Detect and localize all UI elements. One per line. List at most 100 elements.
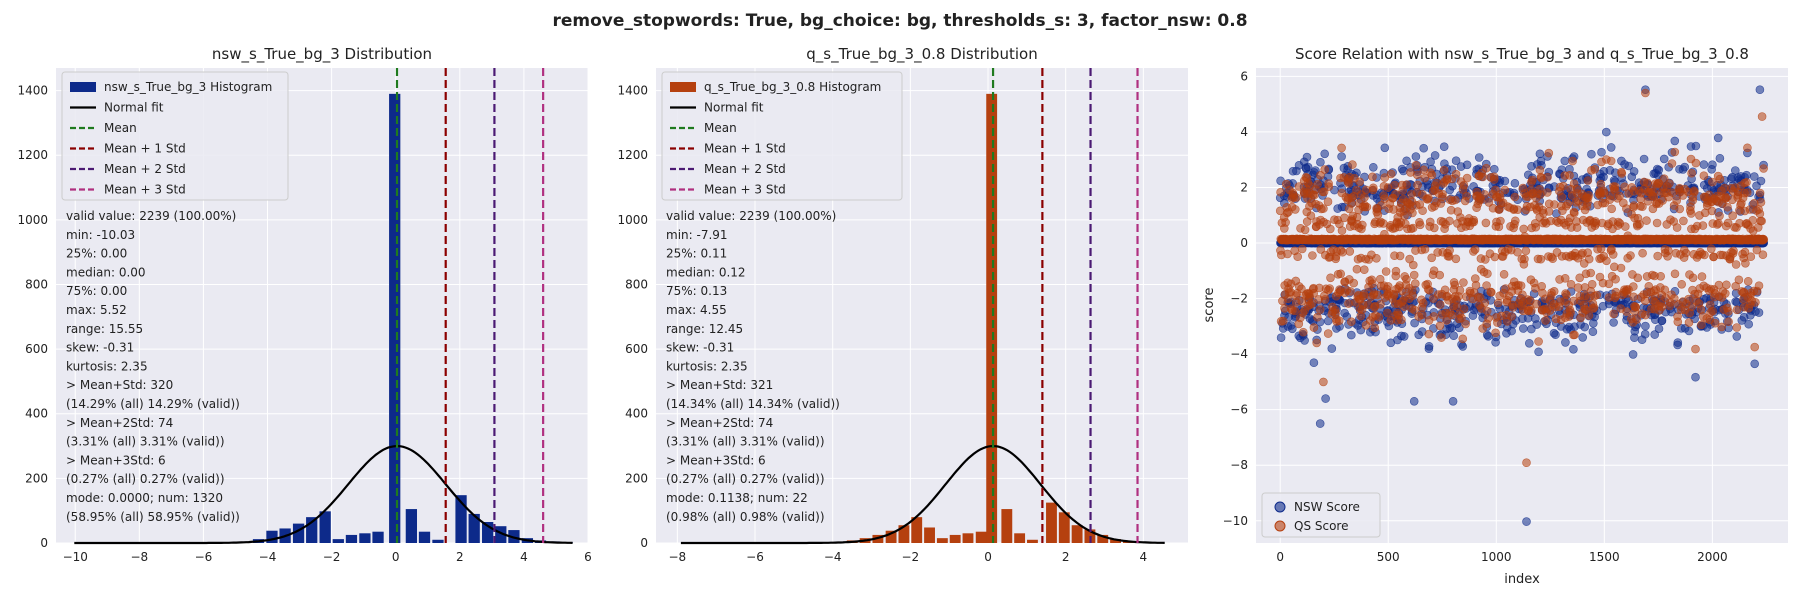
qs-score-point (1458, 334, 1468, 344)
legend-swatch (70, 82, 96, 92)
qs-score-point (1348, 160, 1357, 169)
legend-box (61, 71, 289, 201)
qs-score-point (1358, 220, 1367, 230)
qs-score-point (1345, 247, 1355, 256)
x-tick-label: −4 (824, 550, 842, 564)
qs-score-point (1415, 220, 1425, 230)
nsw-score-point (1551, 330, 1560, 340)
qs-score-point (1510, 192, 1520, 202)
qs-score-point (1424, 329, 1434, 339)
qs-score-point (1621, 222, 1630, 231)
histogram-bar (389, 93, 401, 543)
qs-score-point (1338, 247, 1347, 257)
qs-score-point (1325, 284, 1334, 293)
histogram-bar (319, 511, 331, 543)
qs-score-point (1724, 317, 1733, 327)
nsw-score-point (1534, 347, 1543, 357)
qs-score-point (1459, 278, 1468, 287)
legend-label: Mean + 1 Std (704, 142, 786, 156)
qs-score-point (1408, 208, 1417, 218)
histogram-bar (306, 517, 318, 543)
qs-score-point (1656, 271, 1665, 281)
qs-score-point (1374, 312, 1383, 322)
qs-score-point (1562, 290, 1571, 300)
qs-score-point (1313, 179, 1322, 189)
qs-score-point (1724, 306, 1733, 316)
y-tick-label: 6 (1240, 69, 1248, 83)
qs-score-point (1429, 312, 1439, 321)
qs-score-point (1420, 244, 1430, 254)
qs-score-point (1755, 209, 1765, 218)
histogram-bar (962, 533, 974, 543)
qs-score-point (1543, 188, 1552, 197)
nsw-score-point (1561, 338, 1570, 347)
qs-score-point (1707, 244, 1716, 254)
x-tick-label: 2 (456, 550, 464, 564)
qs-score-point (1729, 246, 1738, 256)
histogram-bar (455, 495, 467, 543)
histogram-bar (418, 531, 431, 543)
chart-title-scatter: Score Relation with nsw_s_True_bg_3 and … (1295, 45, 1749, 64)
nsw-score-point (1587, 149, 1596, 159)
x-tick-label: −2 (901, 550, 919, 564)
qs-score-point (1742, 178, 1751, 187)
stats-line: (0.98% (all) 0.98% (valid)) (666, 510, 825, 524)
histogram-bar (936, 538, 948, 543)
nsw-score-point (1347, 330, 1356, 340)
histogram-bar (1110, 539, 1121, 543)
y-tick-label: −2 (1230, 292, 1248, 306)
qs-score-point (1319, 377, 1328, 387)
stats-line: (0.27% (all) 0.27% (valid)) (666, 472, 825, 486)
histogram-panel-nsw: −10 −8 −6 −4 −2 0 2 4 60200400600800100012001400… (17, 45, 591, 564)
qs-score-point (1732, 323, 1742, 332)
qs-score-point (1300, 225, 1310, 235)
nsw-score-point (1597, 147, 1606, 157)
qs-score-point (1715, 174, 1725, 184)
qs-score-point (1759, 164, 1768, 173)
nsw-score-point (1399, 166, 1408, 176)
qs-score-point (1424, 193, 1433, 203)
qs-score-point (1633, 273, 1643, 283)
histogram-bar (345, 534, 358, 543)
qs-score-point (1722, 280, 1731, 290)
nsw-score-point (1320, 149, 1329, 159)
y-tick-label: 800 (25, 277, 48, 291)
qs-score-point (1698, 221, 1708, 230)
qs-score-point (1757, 112, 1767, 121)
qs-score-point (1362, 202, 1372, 212)
qs-score-point (1748, 216, 1758, 225)
qs-score-point (1626, 251, 1635, 260)
y-tick-label: 1000 (617, 213, 648, 227)
reference-lines-qs (680, 68, 1165, 545)
stats-line: 75%: 0.13 (666, 284, 727, 298)
histogram-bars-nsw (239, 93, 573, 543)
qs-score-point (1657, 302, 1667, 312)
nsw-score-point (1321, 394, 1330, 403)
legend-label: QS Score (1294, 519, 1349, 533)
qs-score-point (1493, 298, 1503, 308)
qs-score-point (1399, 302, 1409, 312)
stats-text-nsw: valid value: 2239 (100.00%)min: -10.0325… (66, 209, 240, 524)
qs-score-point (1326, 273, 1335, 283)
qs-score-point (1324, 182, 1334, 191)
nsw-score-point (1641, 321, 1650, 331)
nsw-score-point (1629, 167, 1639, 176)
nsw-score-point (1448, 396, 1458, 406)
nsw-score-point (1640, 329, 1650, 339)
histogram-bars-qs (834, 93, 1160, 543)
qs-score-point (1299, 327, 1308, 337)
histogram-bar (986, 93, 998, 543)
legend-label: nsw_s_True_bg_3 Histogram (104, 80, 272, 94)
legend-label: Mean + 2 Std (104, 162, 186, 176)
qs-score-point (1640, 296, 1650, 306)
nsw-score-point (1380, 143, 1390, 153)
nsw-score-point (1448, 181, 1457, 191)
y-tick-label: 0 (640, 536, 648, 550)
nsw-score-point (1756, 176, 1766, 186)
qs-score-point (1690, 187, 1699, 197)
x-tick-label: 4 (520, 550, 528, 564)
qs-score-point (1732, 305, 1742, 315)
